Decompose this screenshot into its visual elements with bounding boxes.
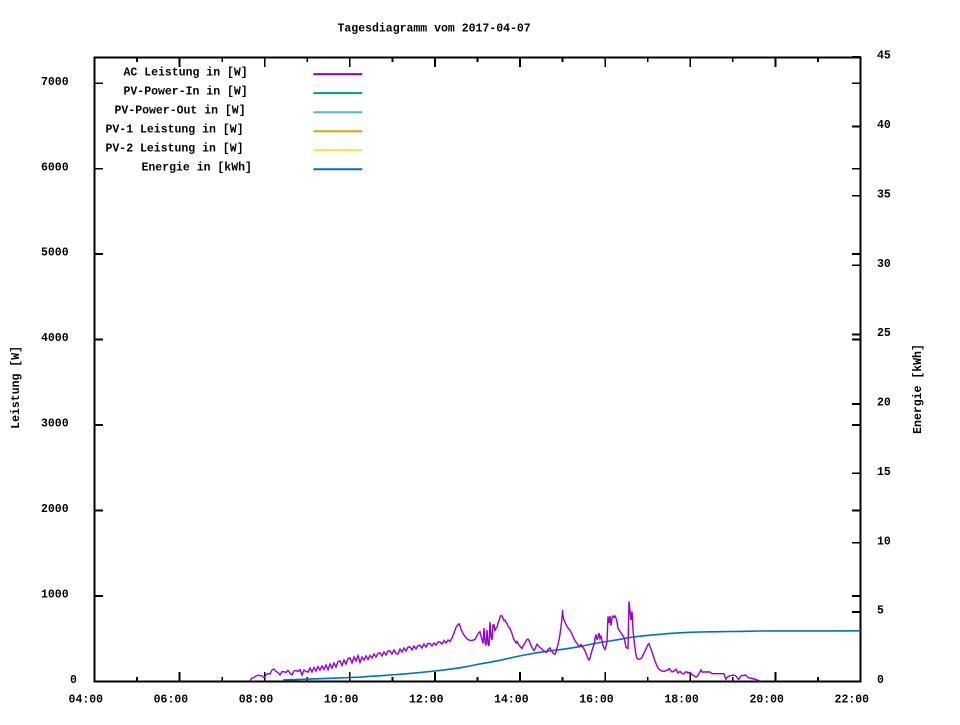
svg-text:14:00: 14:00 [494, 692, 529, 706]
svg-text:6000: 6000 [41, 160, 69, 174]
svg-text:Energie in [kWh]: Energie in [kWh] [142, 160, 252, 174]
svg-text:5000: 5000 [41, 246, 69, 260]
svg-text:18:00: 18:00 [664, 692, 699, 706]
svg-text:45: 45 [877, 49, 891, 63]
svg-text:3000: 3000 [41, 417, 69, 431]
svg-text:PV-Power-Out in [W]: PV-Power-Out in [W] [115, 104, 246, 118]
svg-text:30: 30 [877, 257, 891, 271]
svg-text:15: 15 [877, 465, 891, 479]
svg-text:Tagesdiagramm vom 2017-04-07: Tagesdiagramm vom 2017-04-07 [338, 22, 531, 36]
svg-text:0: 0 [70, 673, 77, 687]
svg-text:16:00: 16:00 [579, 692, 614, 706]
svg-text:08:00: 08:00 [239, 692, 274, 706]
svg-text:10: 10 [877, 534, 891, 548]
svg-text:PV-1 Leistung in [W]: PV-1 Leistung in [W] [106, 123, 244, 137]
svg-text:06:00: 06:00 [154, 692, 189, 706]
svg-text:35: 35 [877, 187, 891, 201]
svg-text:20: 20 [877, 396, 891, 410]
svg-text:0: 0 [877, 673, 884, 687]
svg-text:04:00: 04:00 [69, 692, 104, 706]
svg-text:40: 40 [877, 118, 891, 132]
svg-text:AC Leistung in [W]: AC Leistung in [W] [124, 65, 248, 79]
svg-text:PV-Power-In in [W]: PV-Power-In in [W] [124, 84, 248, 98]
svg-text:Energie [kWh]: Energie [kWh] [911, 344, 925, 434]
svg-text:1000: 1000 [41, 588, 69, 602]
svg-text:22:00: 22:00 [835, 692, 870, 706]
svg-text:25: 25 [877, 326, 891, 340]
svg-text:5: 5 [877, 604, 884, 618]
svg-text:12:00: 12:00 [409, 692, 444, 706]
svg-text:Leistung [W]: Leistung [W] [9, 346, 23, 429]
svg-text:7000: 7000 [41, 75, 69, 89]
svg-text:4000: 4000 [41, 331, 69, 345]
svg-text:PV-2 Leistung in [W]: PV-2 Leistung in [W] [106, 141, 244, 155]
svg-text:20:00: 20:00 [749, 692, 784, 706]
svg-text:10:00: 10:00 [324, 692, 359, 706]
svg-text:2000: 2000 [41, 502, 69, 516]
